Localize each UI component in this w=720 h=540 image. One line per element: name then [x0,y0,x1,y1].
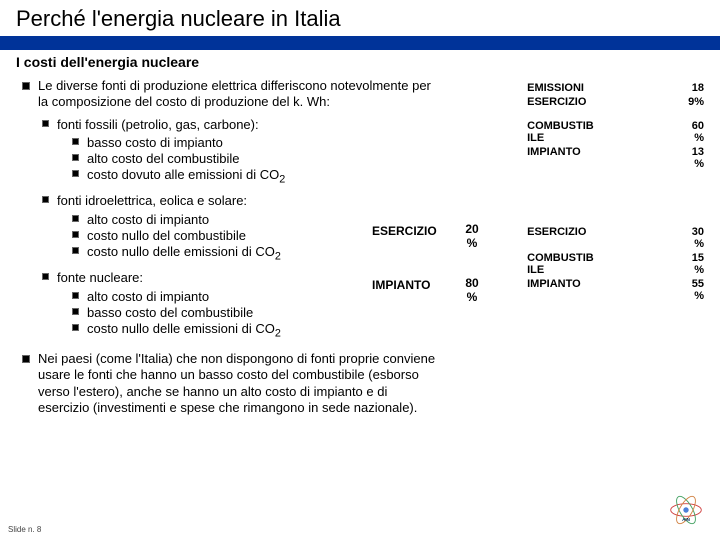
square-bullet-icon [42,120,49,127]
ain-text: AIN [682,517,690,522]
cost-row: EMISSIONI 18 [527,82,704,94]
cost-row: IMPIANTO 55 % [527,278,704,302]
cost-row: COMBUSTIB ILE 60 % [527,120,704,144]
cost-value: 30 % [692,226,704,250]
square-bullet-icon [72,292,79,299]
square-bullet-icon [42,196,49,203]
cost-value: 13 % [692,146,704,170]
cost-row: COMBUSTIB ILE 15 % [527,252,704,276]
section-item: basso costo di impianto [72,135,437,151]
val80-pct: % [467,290,478,304]
title-underline [0,36,720,50]
right-column: EMISSIONI 18 ESERCIZIO 9% COMBUSTIB ILE 60 % I… [437,78,704,422]
section-item-text: basso costo di impianto [87,135,223,151]
cost-value: 55 % [692,278,704,302]
intro-bullet: Le diverse fonti di produzione elettrica… [22,78,437,111]
square-bullet-icon [72,247,79,254]
val20-num: 20 [465,222,478,236]
slide-number: Slide n. 8 [8,525,41,534]
cost-value: 18 [692,82,704,94]
cost-block: COMBUSTIB ILE 60 % IMPIANTO 13 % [437,120,704,170]
square-bullet-icon [72,154,79,161]
square-bullet-icon [42,273,49,280]
mid-val-80: 80 % [462,276,482,304]
section-item-text: alto costo di impianto [87,212,209,228]
cost-label: COMBUSTIB ILE [527,120,637,144]
square-bullet-icon [72,215,79,222]
section-item-text: alto costo di impianto [87,289,209,305]
val20-pct: % [467,236,478,250]
section-item-text: costo nullo del combustibile [87,228,246,244]
square-bullet-icon [72,324,79,331]
mid-esercizio-label: ESERCIZIO [372,224,437,238]
section-item-text: costo dovuto alle emissioni di CO2 [87,167,285,187]
square-bullet-icon [72,170,79,177]
section-item-text: alto costo del combustibile [87,151,239,167]
section-heading: fonti idroelettrica, eolica e solare: [42,193,437,209]
section-item: costo dovuto alle emissioni di CO2 [72,167,437,187]
conclusion-bullet: Nei paesi (come l'Italia) che non dispon… [22,351,437,416]
intro-text: Le diverse fonti di produzione elettrica… [38,78,437,111]
section-item: costo nullo delle emissioni di CO2 [72,244,437,264]
square-bullet-icon [72,308,79,315]
square-bullet-icon [22,82,30,90]
cost-row: IMPIANTO 13 % [527,146,704,170]
cost-label: ESERCIZIO [527,226,637,250]
section-item-text: costo nullo delle emissioni di CO2 [87,321,281,341]
cost-label: ESERCIZIO [527,96,637,108]
val80-num: 80 [465,276,478,290]
section-item-text: basso costo del combustibile [87,305,253,321]
mid-impianto-label: IMPIANTO [372,278,430,292]
conclusion-text: Nei paesi (come l'Italia) che non dispon… [38,351,437,416]
cost-row: ESERCIZIO 30 % [527,226,704,250]
cost-value: 9% [688,96,704,108]
cost-value: 15 % [692,252,704,276]
cost-label: IMPIANTO [527,146,637,170]
mid-val-20: 20 % [462,222,482,250]
square-bullet-icon [72,138,79,145]
section-heading: fonti fossili (petrolio, gas, carbone): [42,117,437,133]
left-column: Le diverse fonti di produzione elettrica… [22,78,437,422]
content-area: Le diverse fonti di produzione elettrica… [0,78,720,422]
cost-label: IMPIANTO [527,278,637,302]
section-item: alto costo del combustibile [72,151,437,167]
square-bullet-icon [22,355,30,363]
cost-row: ESERCIZIO 9% [527,96,704,108]
section-heading-text: fonti idroelettrica, eolica e solare: [57,193,247,209]
ain-logo-icon: AIN [668,492,704,528]
square-bullet-icon [72,231,79,238]
section-heading-text: fonte nucleare: [57,270,143,286]
section-item-text: costo nullo delle emissioni di CO2 [87,244,281,264]
section-item: costo nullo delle emissioni di CO2 [72,321,437,341]
slide-subtitle: I costi dell'energia nucleare [0,52,720,78]
slide-title: Perché l'energia nucleare in Italia [0,0,720,34]
cost-value: 60 % [692,120,704,144]
cost-block: EMISSIONI 18 ESERCIZIO 9% [437,82,704,108]
cost-label: EMISSIONI [527,82,637,94]
section-heading-text: fonti fossili (petrolio, gas, carbone): [57,117,259,133]
cost-label: COMBUSTIB ILE [527,252,637,276]
section-item: basso costo del combustibile [72,305,437,321]
